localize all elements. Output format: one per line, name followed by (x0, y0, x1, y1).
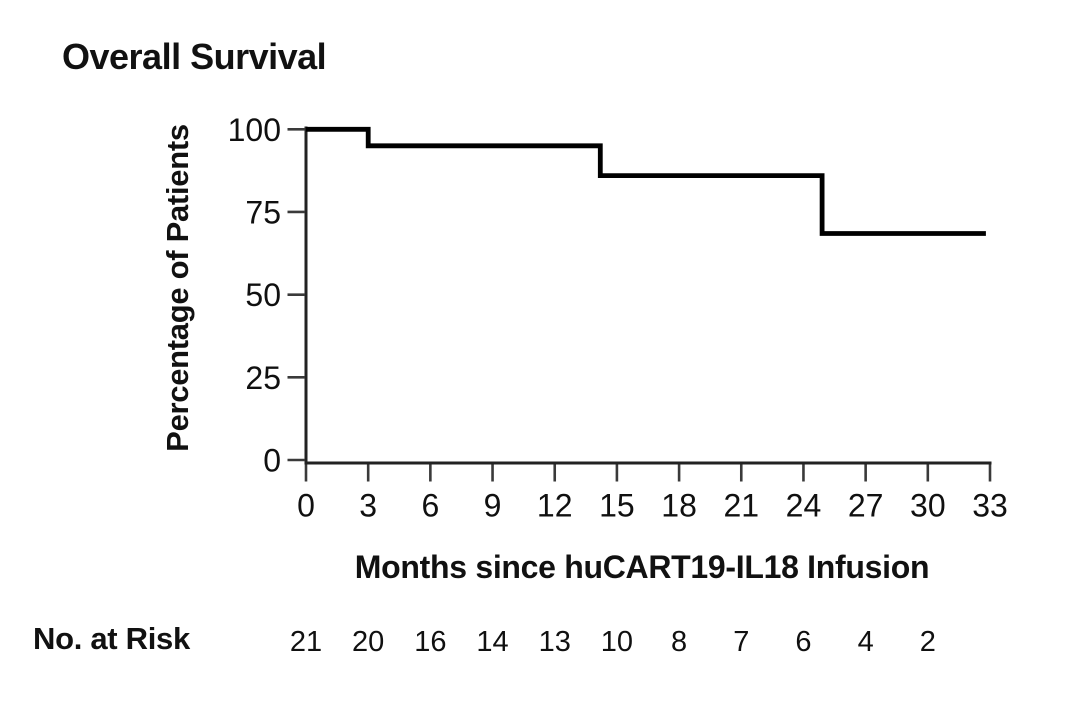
y-tick-label-25: 25 (245, 360, 281, 396)
x-tick-label-24: 24 (786, 488, 822, 524)
at-risk-label: No. at Risk (33, 621, 190, 656)
x-tick-label-0: 0 (297, 488, 315, 524)
risk-count-month-24: 6 (795, 626, 811, 658)
x-tick-label-12: 12 (537, 488, 573, 524)
risk-count-month-30: 2 (920, 626, 936, 658)
risk-count-month-0: 21 (290, 626, 322, 658)
y-tick-label-75: 75 (245, 194, 281, 230)
risk-count-month-3: 20 (352, 626, 384, 658)
risk-count-month-12: 13 (539, 626, 571, 658)
y-tick-label-50: 50 (245, 277, 281, 313)
x-tick-label-33: 33 (972, 488, 1008, 524)
y-tick-label-100: 100 (228, 112, 281, 148)
x-tick-label-27: 27 (848, 488, 884, 524)
x-tick-label-9: 9 (484, 488, 502, 524)
x-tick-label-6: 6 (421, 488, 439, 524)
x-tick-label-15: 15 (599, 488, 635, 524)
risk-count-month-18: 8 (671, 626, 687, 658)
risk-count-month-27: 4 (858, 626, 874, 658)
x-axis-title: Months since huCART19-IL18 Infusion (354, 549, 930, 585)
risk-count-month-21: 7 (733, 626, 749, 658)
figure-title: Overall Survival (62, 36, 327, 77)
survival-step-curve (306, 126, 986, 236)
x-tick-label-21: 21 (723, 488, 759, 524)
risk-count-month-15: 10 (601, 626, 633, 658)
x-tick-label-30: 30 (910, 488, 946, 524)
risk-count-month-6: 16 (414, 626, 446, 658)
x-tick-label-18: 18 (661, 488, 697, 524)
y-tick-label-0: 0 (263, 443, 281, 479)
risk-count-month-9: 14 (476, 626, 508, 658)
x-tick-label-3: 3 (359, 488, 377, 524)
